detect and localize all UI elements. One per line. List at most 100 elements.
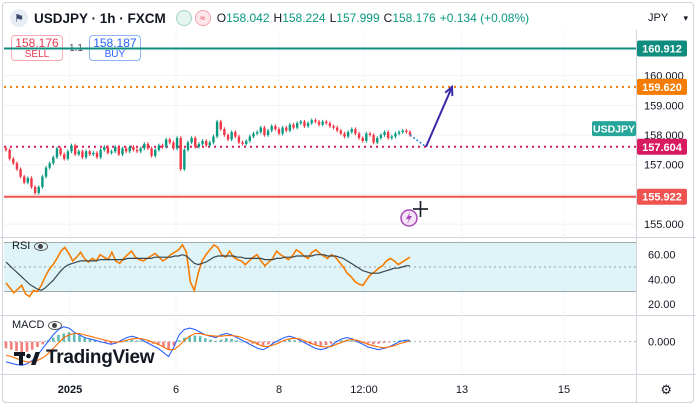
candle-body [394,133,397,137]
eye-icon[interactable] [34,241,49,251]
market-status-pill[interactable]: ≈ [175,10,211,26]
candle-body [12,158,15,164]
macd-histogram-bar [303,341,307,343]
macd-histogram-bar [4,341,8,349]
macd-histogram-bar [83,337,87,342]
macd-histogram-bar [377,341,380,344]
macd-histogram-bar [366,341,370,344]
price-lines [4,47,636,198]
candle-body [295,123,299,128]
ohlc-key: L [329,11,337,25]
macd-histogram-bar [282,340,286,342]
candle-body [234,132,237,137]
macd-histogram-bar [298,341,302,343]
rsi-label: RSI [12,240,31,252]
time-tick-label: 13 [456,384,468,396]
settings-gear-icon[interactable]: ⚙ [660,382,672,397]
macd-histogram-bar [219,339,223,342]
macd-histogram-bar [141,340,144,342]
rsi-pane-label: RSI [12,240,49,252]
projection-arrow [425,86,453,148]
rsi-ma-line [5,254,410,292]
candle-body [357,133,361,138]
macd-histogram-bar [314,341,317,345]
macd-histogram-bar [251,341,254,344]
candle-body [285,127,288,131]
time-tick-label: 12:00 [350,384,378,396]
eye-icon[interactable] [48,320,63,330]
candle-body [30,178,33,187]
time-axis: 2025 6 8 12:00 13 15 [58,384,570,396]
symbol-title[interactable]: USDJPY · 1h · FXCM [34,10,166,26]
rsi-tick-label: 60.00 [648,250,676,262]
ohlc-readout: O158.042 H158.224 L157.999 C158.176 +0.134 (… [217,11,533,25]
macd-histogram-bar [267,341,270,345]
candle-body [281,127,284,134]
candle-body [401,130,404,133]
candle-body [143,143,146,149]
currency-selector[interactable]: JPY ▾ [648,8,688,28]
candle-body [252,133,255,137]
macd-histogram-bar [198,336,202,342]
candle-body [317,121,321,125]
macd-histogram-bar [36,341,39,348]
candle-body [175,138,179,149]
ohlc-item: H158.224 [274,11,326,25]
candle-body [292,124,295,128]
macd-histogram-bar [350,340,354,342]
price-line-badge [637,78,687,95]
ohlc-item: +0.134 (+0.08%) [440,11,529,25]
candle-body [44,167,48,177]
currency-label: JPY [648,12,669,24]
rsi-tick-label: 20.00 [648,299,676,311]
macd-histogram-bar [188,336,191,342]
candle-body [405,130,408,133]
macd-histogram-bar [214,340,218,342]
candle-body [212,136,215,143]
candle-body [4,148,8,150]
candle-body [183,149,186,170]
candle-body [113,146,117,152]
candle-body [368,133,372,136]
candle-body [303,121,306,127]
candle-body [361,138,364,141]
candle-body [22,176,26,183]
grid [0,30,696,402]
candle-body [274,126,277,130]
candle-body [48,163,51,168]
candle-body [310,120,313,124]
macd-histogram-bar [30,341,34,350]
macd-histogram-bar [235,340,239,342]
candle-body [372,135,375,143]
price-line-badge [637,40,687,57]
macd-label: MACD [12,319,45,331]
ohlc-item: C158.176 [384,11,436,25]
candle-body [379,135,383,138]
price-tick-label: 155.000 [644,219,684,231]
projection-arrowhead [444,84,454,96]
projection-dotted [409,134,427,148]
macd-histogram-bar [209,339,212,342]
macd-histogram-bar [272,341,275,343]
ohlc-value: 158.176 [392,11,436,25]
ohlc-key: H [273,11,283,25]
chevron-down-icon: ▾ [683,12,688,23]
macd-histogram-bar [9,341,13,350]
macd-histogram-bar [329,341,333,344]
macd-histogram-bar [93,340,97,342]
macd-histogram-bar [319,341,323,346]
lightning-glyph [406,212,412,224]
candle-body [52,157,55,164]
candle-body [226,135,230,140]
candle-body [215,121,219,137]
candle-body [270,126,273,131]
macd-histogram-bar [15,341,18,352]
macd-histogram-bar [324,341,328,345]
macd-histogram-bar [277,341,281,343]
rsi-tick-label: 40.00 [648,274,676,286]
market-open-icon [175,10,192,26]
candle-body [26,178,30,183]
candle-body [408,132,412,136]
candle-body [139,148,142,152]
